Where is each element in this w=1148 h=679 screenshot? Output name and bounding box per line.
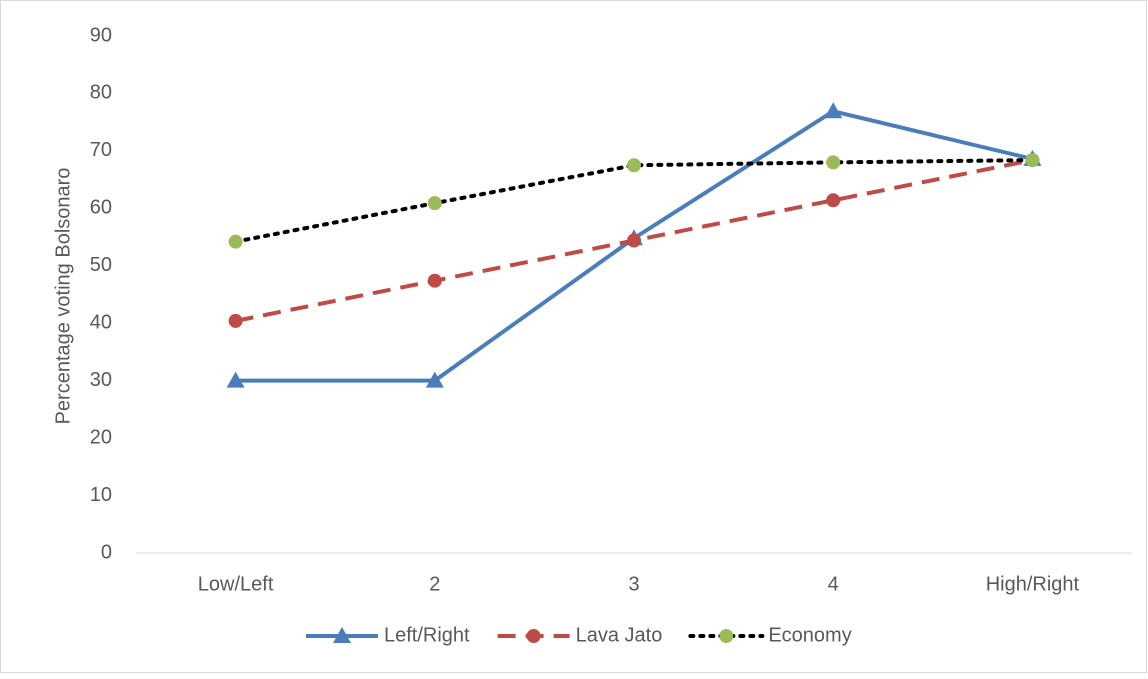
legend-label: Economy [768,624,851,646]
data-point [226,371,245,388]
y-tick-label: 90 [90,24,112,46]
x-tick-label: High/Right [986,573,1080,595]
legend-marker [333,627,351,643]
x-tick-label: 3 [628,573,639,595]
series-line [233,158,1035,244]
y-tick-label: 50 [90,254,112,276]
y-tick-label: 70 [90,139,112,161]
legend-label: Lava Jato [576,624,663,646]
y-tick-label: 80 [90,82,112,104]
y-tick-label: 0 [101,541,112,563]
data-point [228,234,243,249]
y-tick-label: 10 [90,484,112,506]
data-point [427,196,442,211]
data-point [824,102,843,119]
data-point [425,371,444,388]
legend-marker [719,629,734,643]
y-tick-label: 40 [90,312,112,334]
data-point [1025,153,1040,168]
data-point [228,313,243,328]
data-point [627,158,641,173]
legend-label: Left/Right [384,624,470,646]
x-tick-label: 4 [828,573,839,595]
y-tick-label: 60 [90,197,112,219]
y-tick-label: 20 [90,426,112,448]
y-tick-label: 30 [90,369,112,391]
x-tick-label: 2 [429,573,440,595]
data-point [627,233,641,248]
data-point [427,273,442,288]
data-point [826,193,841,208]
legend-marker [526,629,541,643]
data-point [826,155,841,170]
x-tick-label: Low/Left [198,573,274,595]
y-axis-label: Percentage voting Bolsonaro [52,168,74,425]
